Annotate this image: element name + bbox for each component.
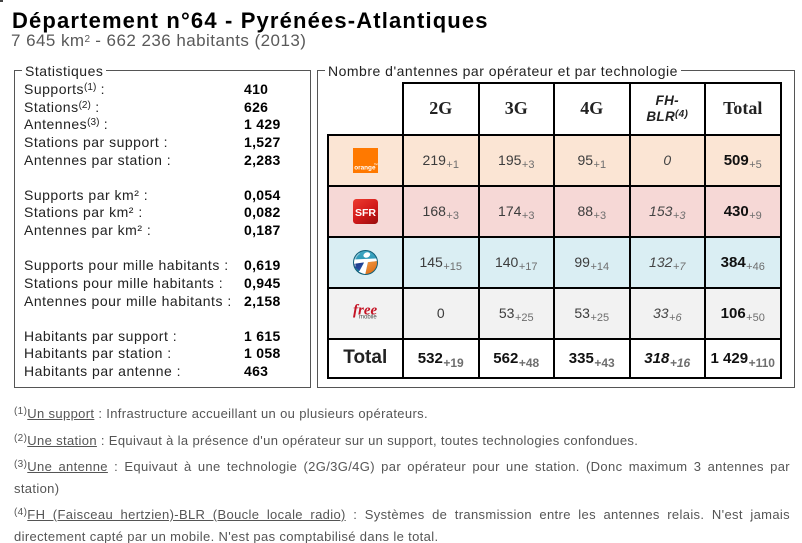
svg-text:SFR: SFR [355, 206, 376, 218]
svg-text:mobile: mobile [359, 314, 377, 320]
svg-text:orange: orange [354, 164, 376, 171]
svg-text:free: free [353, 303, 377, 319]
svg-text:™: ™ [373, 162, 378, 167]
